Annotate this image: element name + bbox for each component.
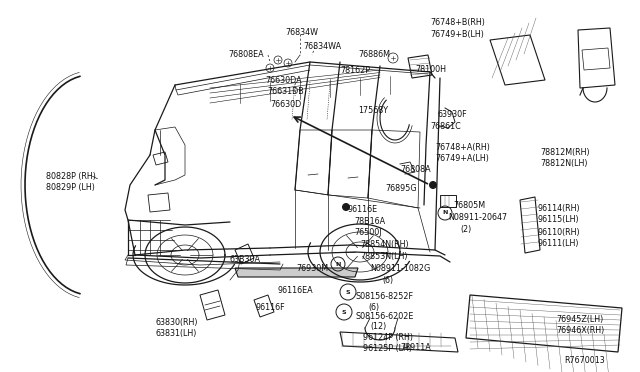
Text: 78853N(LH): 78853N(LH) xyxy=(360,252,408,261)
Text: 96116F: 96116F xyxy=(256,303,285,312)
Text: 78812M(RH): 78812M(RH) xyxy=(540,148,589,157)
Text: 76808A: 76808A xyxy=(400,165,431,174)
Text: S08156-6202E: S08156-6202E xyxy=(356,312,414,321)
Text: S: S xyxy=(346,289,350,295)
Text: 63B30A: 63B30A xyxy=(230,255,261,264)
Text: 96125P (LH): 96125P (LH) xyxy=(363,344,412,353)
Text: R7670013: R7670013 xyxy=(564,356,605,365)
Text: 78911A: 78911A xyxy=(400,343,431,352)
Text: (12): (12) xyxy=(370,322,387,331)
Text: 76630DA: 76630DA xyxy=(265,76,301,85)
Text: 76500J: 76500J xyxy=(354,228,381,237)
Circle shape xyxy=(429,181,437,189)
Text: 80829P (LH): 80829P (LH) xyxy=(46,183,95,192)
Text: 76749+B(LH): 76749+B(LH) xyxy=(430,30,484,39)
Text: (6): (6) xyxy=(368,303,379,312)
Text: N08911-20647: N08911-20647 xyxy=(448,213,507,222)
Text: 96111(LH): 96111(LH) xyxy=(538,239,579,248)
Text: 78B16A: 78B16A xyxy=(354,217,385,226)
Text: 76834W: 76834W xyxy=(285,28,318,37)
Text: 76930M: 76930M xyxy=(296,264,328,273)
Text: 76749+A(LH): 76749+A(LH) xyxy=(435,154,489,163)
Text: 76861C: 76861C xyxy=(430,122,461,131)
Text: 96116EA: 96116EA xyxy=(278,286,314,295)
Bar xyxy=(440,195,456,207)
Text: 63830(RH): 63830(RH) xyxy=(155,318,198,327)
Text: 80828P (RH): 80828P (RH) xyxy=(46,172,96,181)
Text: 17568Y: 17568Y xyxy=(358,106,388,115)
Text: 76630D: 76630D xyxy=(270,100,301,109)
Text: 76895G: 76895G xyxy=(385,184,417,193)
Text: 76631DB: 76631DB xyxy=(267,87,304,96)
Text: (2): (2) xyxy=(460,225,471,234)
Text: 76834WA: 76834WA xyxy=(303,42,341,51)
Text: S08156-8252F: S08156-8252F xyxy=(356,292,414,301)
Text: S: S xyxy=(342,310,346,314)
Text: 78162P: 78162P xyxy=(340,66,370,75)
Text: 96110(RH): 96110(RH) xyxy=(538,228,580,237)
Text: 76805M: 76805M xyxy=(453,201,485,210)
Text: 76886M: 76886M xyxy=(358,50,390,59)
Text: 76945Z(LH): 76945Z(LH) xyxy=(556,315,604,324)
Text: 63831(LH): 63831(LH) xyxy=(155,329,196,338)
Text: 78100H: 78100H xyxy=(415,65,446,74)
Text: 76808EA: 76808EA xyxy=(228,50,264,59)
Polygon shape xyxy=(235,268,358,277)
Text: 96114(RH): 96114(RH) xyxy=(538,204,580,213)
Text: 96115(LH): 96115(LH) xyxy=(538,215,580,224)
Text: N08911-1082G: N08911-1082G xyxy=(370,264,430,273)
Text: 76748+B(RH): 76748+B(RH) xyxy=(430,18,485,27)
Text: 96124P (RH): 96124P (RH) xyxy=(363,333,413,342)
Circle shape xyxy=(342,203,350,211)
Text: N: N xyxy=(335,262,340,266)
Text: 96116E: 96116E xyxy=(348,205,378,214)
Text: 63930F: 63930F xyxy=(437,110,467,119)
Text: (6): (6) xyxy=(382,276,393,285)
Text: 78812N(LH): 78812N(LH) xyxy=(540,159,588,168)
Text: 76748+A(RH): 76748+A(RH) xyxy=(435,143,490,152)
Text: 76946X(RH): 76946X(RH) xyxy=(556,326,604,335)
Text: N: N xyxy=(442,211,448,215)
Text: 78854N(RH): 78854N(RH) xyxy=(360,240,408,249)
